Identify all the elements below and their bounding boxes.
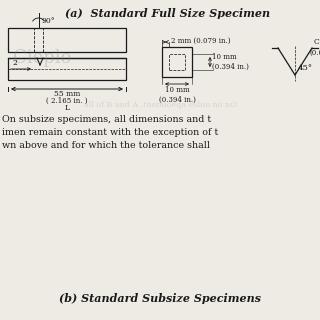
Text: (0.0: (0.0 <box>310 49 320 57</box>
Text: L: L <box>65 104 69 112</box>
Text: wn above and for which the tolerance shall: wn above and for which the tolerance sha… <box>2 141 210 150</box>
Text: imen remain constant with the exception of t: imen remain constant with the exception … <box>2 128 218 137</box>
Bar <box>8 58 126 80</box>
Bar <box>162 47 192 77</box>
Bar <box>169 54 185 70</box>
Text: On subsize specimens, all dimensions and t: On subsize specimens, all dimensions and… <box>2 115 211 124</box>
Text: 2: 2 <box>12 59 17 67</box>
Text: 10 mm
(0.394 in.): 10 mm (0.394 in.) <box>159 86 196 104</box>
Text: Cieplo: Cieplo <box>13 49 71 67</box>
Text: 10 mm
(0.394 in.): 10 mm (0.394 in.) <box>212 53 249 71</box>
Text: (b) Standard Subsize Specimens: (b) Standard Subsize Specimens <box>59 293 261 304</box>
Text: ( 2.165 in. ): ( 2.165 in. ) <box>46 97 88 105</box>
Text: 2 mm (0.079 in.): 2 mm (0.079 in.) <box>171 37 230 45</box>
Text: (a)  Standard Full Size Specimen: (a) Standard Full Size Specimen <box>65 8 271 19</box>
Text: 90°: 90° <box>42 17 55 25</box>
Text: 45°: 45° <box>298 64 313 72</box>
Text: C: C <box>314 38 320 46</box>
Text: all of B and A ,tnemioeqa esbie no nO: all of B and A ,tnemioeqa esbie no nO <box>84 101 236 109</box>
Text: 55 mm: 55 mm <box>54 90 80 98</box>
Bar <box>8 28 126 52</box>
